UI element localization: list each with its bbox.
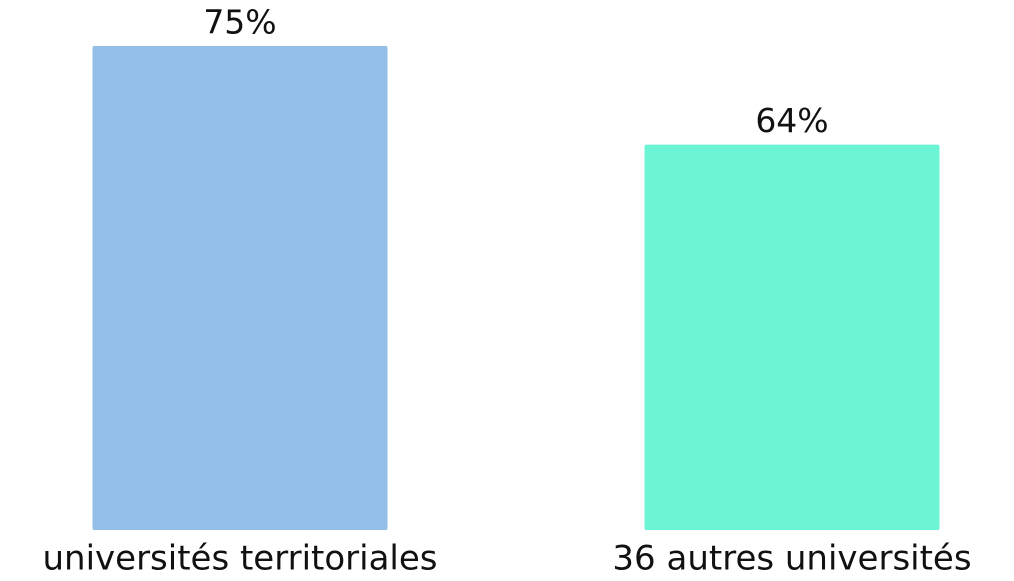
x-tick-label: 36 autres universités (612, 539, 971, 579)
x-tick-label: universités territoriales (42, 539, 437, 579)
value-label: 64% (755, 101, 828, 140)
bar (644, 144, 940, 530)
bar (92, 46, 388, 530)
value-label: 75% (203, 3, 276, 42)
